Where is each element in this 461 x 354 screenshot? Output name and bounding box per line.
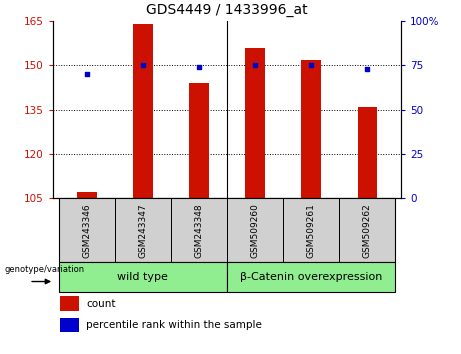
Title: GDS4449 / 1433996_at: GDS4449 / 1433996_at — [146, 4, 308, 17]
Bar — [339, 198, 396, 262]
Text: count: count — [86, 299, 116, 309]
Bar — [301, 59, 321, 198]
Point — [307, 63, 315, 68]
Bar — [227, 262, 396, 292]
Bar — [59, 198, 115, 262]
Text: β-Catenin overexpression: β-Catenin overexpression — [240, 272, 383, 282]
Text: wild type: wild type — [118, 272, 168, 282]
Text: GSM243346: GSM243346 — [82, 203, 91, 258]
Bar — [358, 107, 377, 198]
Bar — [227, 198, 283, 262]
Point — [195, 64, 203, 70]
Bar — [77, 192, 96, 198]
Bar — [245, 48, 265, 198]
Text: GSM509262: GSM509262 — [363, 203, 372, 258]
Bar — [189, 83, 209, 198]
Bar — [283, 198, 339, 262]
Bar — [59, 262, 227, 292]
Text: GSM243348: GSM243348 — [195, 203, 203, 258]
Bar — [60, 296, 79, 311]
Bar — [115, 198, 171, 262]
Point — [251, 63, 259, 68]
Bar — [60, 318, 79, 332]
Text: genotype/variation: genotype/variation — [4, 265, 84, 274]
Text: GSM243347: GSM243347 — [138, 203, 148, 258]
Point — [364, 66, 371, 72]
Point — [83, 72, 90, 77]
Text: GSM509260: GSM509260 — [251, 203, 260, 258]
Bar — [133, 24, 153, 198]
Bar — [171, 198, 227, 262]
Text: percentile rank within the sample: percentile rank within the sample — [86, 320, 262, 330]
Point — [139, 63, 147, 68]
Text: GSM509261: GSM509261 — [307, 203, 316, 258]
